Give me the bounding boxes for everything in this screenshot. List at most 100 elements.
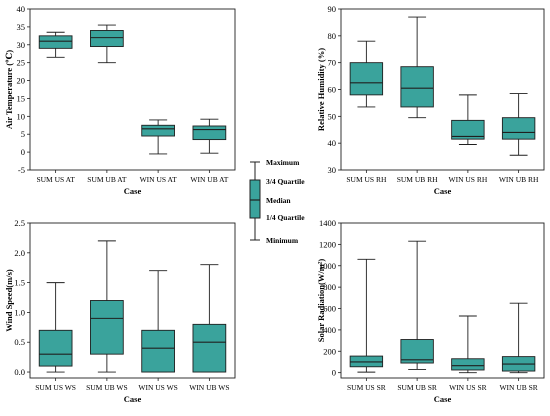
y-tick-label: 80 [328,31,337,41]
y-tick-label: 5 [21,129,25,139]
category-label: SUM UB WS [86,383,128,392]
y-tick-label: 600 [323,304,336,314]
plot-frame [29,222,236,379]
iqr-box [451,119,485,140]
y-tick-label: 1200 [319,239,336,249]
category-label: WIN UB SR [499,383,537,392]
chart-panel-2: 30 40 50 60 70 80 90 Relative Humidity (%) SUM U… [316,4,545,196]
y-tick-label: 40 [17,4,26,14]
y-tick-label: 200 [323,346,336,356]
box-4 [501,93,536,156]
category-label: WIN US AT [140,175,178,184]
y-tick-label: 0.0 [14,367,25,377]
box-3 [141,119,175,155]
iqr-box [90,30,124,48]
iqr-box [192,125,227,141]
category-label: WIN US SR [449,383,487,392]
legend-label-maximum: Maximum [266,158,300,167]
y-axis-label: Air Temperature (℃) [4,50,14,129]
y-tick-label: 1000 [319,261,336,271]
y-axis-label: Wind Speed(m/s) [4,269,14,332]
y-tick-label: 1.5 [14,278,25,288]
box-1 [38,282,73,373]
box-2 [90,24,124,64]
box-1 [38,31,73,58]
legend: Maximum 3/4 Quartile Median 1/4 Quartile… [249,158,305,245]
y-tick-label: 20 [17,76,26,86]
category-label: SUM UB RH [397,175,438,184]
y-tick-label: 90 [328,4,337,14]
y-tick-label: 0 [332,368,336,378]
category-label: SUM US SR [347,383,386,392]
box-3 [141,270,175,373]
y-tick-label: 15 [17,93,26,103]
box-4 [192,264,227,373]
iqr-box [400,66,434,108]
y-axis-label: Relative Humidity (%) [316,48,326,131]
y-tick-label: 2.0 [14,248,25,258]
legend-label-minimum: Minimum [266,236,299,245]
box-3 [451,94,485,145]
y-tick-label: 400 [323,325,336,335]
box-2 [400,16,434,119]
iqr-box [192,323,227,373]
category-label: WIN UB AT [190,175,228,184]
category-label: WIN US RH [449,175,488,184]
y-tick-label: -5 [18,165,25,175]
y-tick-label: 30 [17,40,26,50]
chart-panel-3: 0.0 0.5 1.0 1.5 2.0 2.5 Wind Speed(m/s) SUM US … [4,218,236,404]
chart-panel-4: 0 200 400 600 800 1000 1200 1400 Solar Radiation… [316,218,545,404]
iqr-box [141,124,175,137]
box-1 [349,40,384,108]
x-axis-label: Case [434,394,452,404]
legend-label-q3: 3/4 Quartile [266,177,305,186]
y-tick-label: 30 [328,165,337,175]
box-3 [451,315,485,374]
category-label: SUM US RH [346,175,387,184]
category-label: WIN US WS [138,383,177,392]
y-tick-label: 70 [328,58,337,68]
legend-label-q1: 1/4 Quartile [266,213,305,222]
box-2 [90,240,124,373]
y-axis-label: Solar Radiation(W/m²) [316,259,326,343]
y-tick-label: 0 [21,147,25,157]
iqr-box [451,358,485,371]
iqr-box [38,35,73,49]
y-tick-label: 2.5 [14,218,25,228]
box-1 [349,258,384,373]
box-4 [192,118,227,154]
x-axis-label: Case [124,186,142,196]
category-label: SUM US WS [35,383,76,392]
plot-frame [340,222,545,379]
y-tick-label: 0.5 [14,337,25,347]
category-label: SUM US AT [36,175,75,184]
y-tick-label: 1.0 [14,307,25,317]
y-tick-label: 800 [323,282,336,292]
category-label: WIN UB RH [499,175,539,184]
iqr-box [141,329,175,373]
category-label: WIN UB WS [189,383,229,392]
legend-label-median: Median [266,196,291,205]
chart-panel-1: -5 0 5 10 15 20 25 30 35 40 Air Temperature (℃) SUM… [4,4,236,196]
y-tick-label: 35 [17,22,26,32]
y-tick-label: 10 [17,111,26,121]
y-tick-label: 60 [328,85,337,95]
iqr-box [501,117,536,140]
category-label: SUM UB SR [397,383,437,392]
category-label: SUM UB AT [87,175,127,184]
iqr-box [38,329,73,367]
iqr-box [90,300,124,355]
y-tick-label: 1400 [319,218,336,228]
iqr-box [349,62,384,96]
x-axis-label: Case [434,186,452,196]
plot-frame [29,8,236,171]
y-tick-label: 40 [328,138,337,148]
y-tick-label: 50 [328,111,337,121]
iqr-box [400,339,434,364]
box-2 [400,240,434,370]
x-axis-label: Case [124,394,142,404]
legend-box [249,179,261,219]
box-4 [501,302,536,374]
y-tick-label: 25 [17,58,26,68]
